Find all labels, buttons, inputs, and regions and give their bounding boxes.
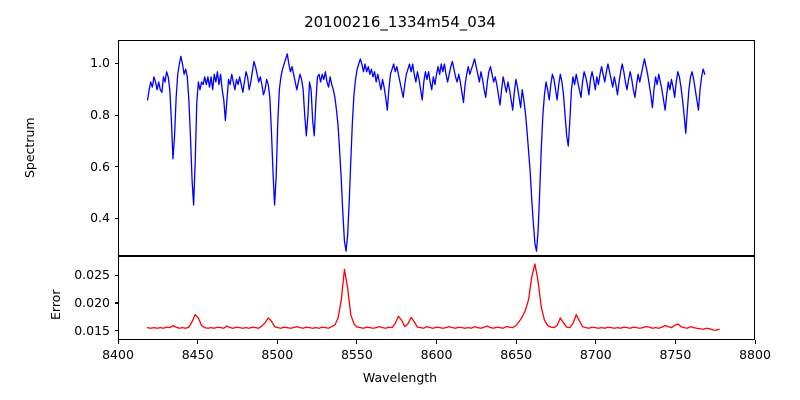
spectrum-line [148,54,705,251]
error-panel [118,256,755,340]
error-y-tick-label: 0.025 [74,267,110,283]
x-tick-label: 8550 [340,347,373,362]
x-tick [356,340,358,344]
x-tick-label: 8700 [579,347,612,362]
spectrum-y-tick-label: 0.8 [90,107,110,123]
x-tick-label: 8650 [500,347,533,362]
spectrum-y-tick [114,217,119,220]
x-axis-label: Wavelength [362,370,438,385]
x-tick [197,340,199,344]
x-tick [436,340,438,344]
spectrum-panel [118,40,755,256]
spectrum-y-tick [114,166,119,168]
x-tick [276,340,278,344]
spectrum-y-tick-label: 1.0 [90,55,110,71]
x-tick [117,340,119,344]
error-line [148,264,720,330]
spectrum-y-tick [114,62,119,64]
x-tick-label: 8450 [181,347,214,362]
x-tick [674,340,676,344]
x-tick-label: 8500 [261,347,294,362]
error-y-tick [114,274,119,276]
x-tick [595,340,597,344]
x-tick-label: 8600 [420,347,453,362]
error-y-tick [114,302,119,304]
x-tick [754,340,756,344]
error-y-tick-label: 0.020 [74,294,110,310]
x-tick-label: 8400 [102,347,134,362]
x-tick-label: 8800 [739,347,771,362]
spectrum-y-tick [114,114,119,116]
spectrum-y-tick-label: 0.6 [90,158,110,174]
error-plot-area [119,257,754,339]
spectrum-y-axis-label: Spectrum [22,117,37,178]
spectrum-plot-area [119,41,754,255]
chart-title: 20100216_1334m54_034 [304,13,496,31]
x-tick [515,340,517,344]
x-tick-label: 8750 [659,347,692,362]
spectrum-y-tick-label: 0.4 [90,210,110,226]
error-y-tick [114,330,119,332]
error-y-tick-label: 0.015 [74,322,110,338]
